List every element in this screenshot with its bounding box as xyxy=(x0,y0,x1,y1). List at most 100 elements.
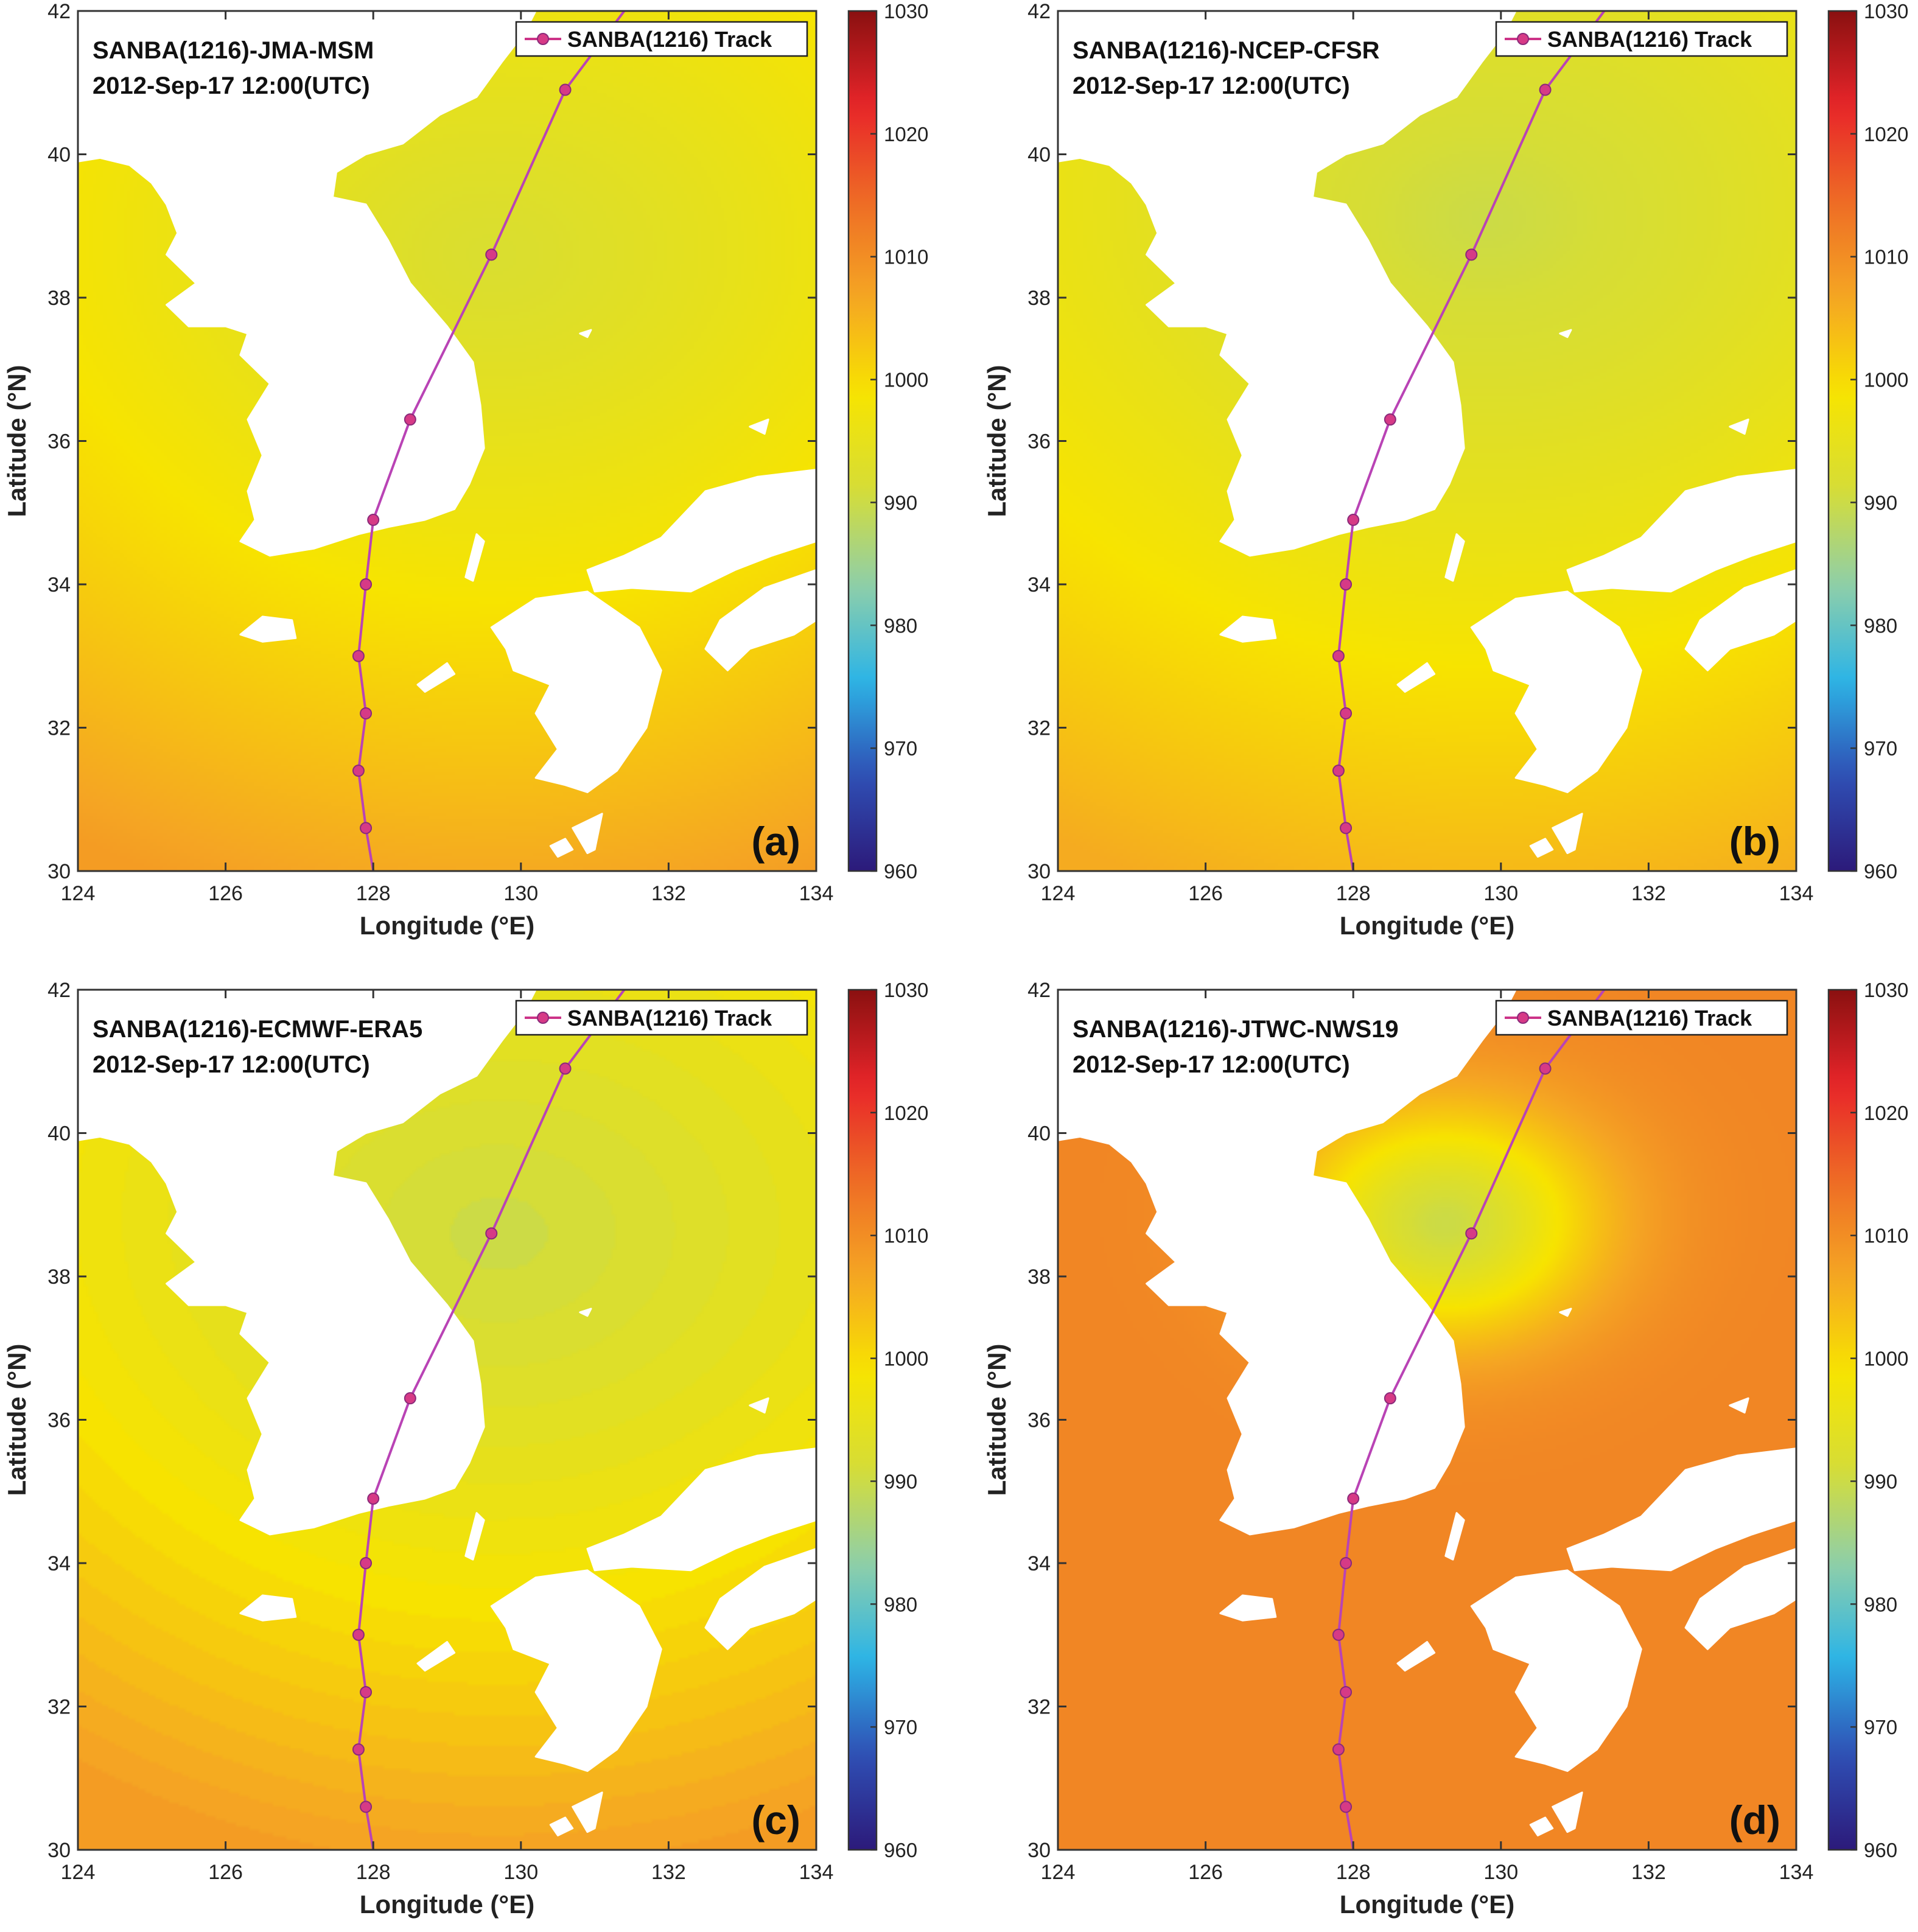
y-tick-label: 38 xyxy=(47,287,71,310)
colorbar-tick-label: 1000 xyxy=(884,1348,928,1370)
y-tick-label: 36 xyxy=(1027,430,1051,453)
track-point xyxy=(360,578,373,590)
track-point xyxy=(559,83,572,96)
x-tick-label: 130 xyxy=(1483,882,1518,905)
x-tick-label: 124 xyxy=(61,1861,96,1884)
x-tick-label: 132 xyxy=(651,882,686,905)
y-axis-label: Latitude (°N) xyxy=(2,1343,31,1496)
y-tick-label: 32 xyxy=(47,1696,71,1719)
panel-title: SANBA(1216)-JTWC-NWS19 xyxy=(1073,1016,1399,1043)
land-oki xyxy=(1729,418,1749,435)
map-panel-a: 124 126 128 130 132 134 30 32 34 36 38 40 42 Longitud… xyxy=(2,0,928,940)
x-tick-label: 124 xyxy=(61,882,96,905)
y-tick-label: 36 xyxy=(1027,1409,1051,1432)
land-layer xyxy=(1058,990,1796,1836)
colorbar-tick-label: 970 xyxy=(884,737,917,760)
land-koshiki xyxy=(572,1791,603,1833)
colorbar: 960 970 980 990 1000 1010 1020 1030 xyxy=(1827,979,1908,1861)
panel-label: (c) xyxy=(751,1797,800,1843)
track-legend: SANBA(1216) Track xyxy=(1495,21,1788,57)
x-axis-label: Longitude (°E) xyxy=(360,1890,534,1919)
colorbar-fill xyxy=(1827,10,1858,872)
track-point xyxy=(367,514,380,527)
land-shikoku xyxy=(1684,1547,1796,1650)
x-axis-label: Longitude (°E) xyxy=(1340,1890,1514,1919)
track-point xyxy=(360,707,373,719)
legend-label: SANBA(1216) Track xyxy=(567,1006,772,1031)
colorbar-tick-label: 990 xyxy=(1864,1470,1897,1493)
y-tick-label: 40 xyxy=(47,144,71,167)
land-china xyxy=(1058,11,1517,557)
track-point xyxy=(559,1062,572,1075)
land-shikoku xyxy=(704,1547,816,1650)
colorbar-tick-label: 1010 xyxy=(1864,246,1908,268)
track-point xyxy=(1347,1493,1360,1505)
legend-label: SANBA(1216) Track xyxy=(1547,27,1752,52)
panel-title: SANBA(1216)-NCEP-CFSR xyxy=(1073,37,1380,64)
land-yakushima xyxy=(1529,1816,1554,1836)
track-point xyxy=(352,1743,365,1756)
land-tsushima xyxy=(1444,533,1465,582)
land-koshiki xyxy=(1552,813,1583,855)
land-tsushima xyxy=(464,1512,485,1561)
map-panel-b: 124 126 128 130 132 134 30 32 34 36 38 40 42 Longitud… xyxy=(982,0,1908,940)
land-ulleungdo xyxy=(1559,1307,1572,1317)
land-honshu xyxy=(586,469,816,593)
y-tick-label: 38 xyxy=(1027,287,1051,310)
legend-box xyxy=(515,999,808,1036)
colorbar-tick-label: 980 xyxy=(884,1593,917,1615)
land-ulleungdo xyxy=(579,1307,592,1317)
panel-datetime: 2012-Sep-17 12:00(UTC) xyxy=(93,72,370,99)
legend-marker xyxy=(1517,33,1529,45)
map-panel-d: 124 126 128 130 132 134 30 32 34 36 38 40 42 Longitud… xyxy=(982,979,1908,1919)
colorbar-tick-label: 1020 xyxy=(1864,123,1908,145)
colorbar-tick-label: 980 xyxy=(884,614,917,637)
colorbar: 960 970 980 990 1000 1010 1020 1030 xyxy=(1827,0,1908,883)
land-ulleungdo xyxy=(1559,329,1572,338)
x-tick-label: 124 xyxy=(1041,882,1076,905)
land-shikoku xyxy=(1684,569,1796,671)
land-oki xyxy=(749,1397,769,1414)
y-tick-label: 30 xyxy=(47,1839,71,1862)
map-panel-c: 124 126 128 130 132 134 30 32 34 36 38 40 42 Longitud… xyxy=(2,979,928,1919)
track-point xyxy=(1340,707,1353,719)
panel-title: SANBA(1216)-JMA-MSM xyxy=(93,37,374,64)
track-point xyxy=(352,649,365,662)
land-koshiki xyxy=(572,813,603,855)
track-point xyxy=(1332,765,1345,777)
colorbar-tick-label: 1010 xyxy=(884,246,928,268)
track-point xyxy=(1539,83,1552,96)
x-tick-label: 126 xyxy=(208,1861,243,1884)
land-oki xyxy=(1729,1397,1749,1414)
track-point xyxy=(1465,248,1478,261)
colorbar-tick-label: 1010 xyxy=(884,1225,928,1247)
x-axis-label: Longitude (°E) xyxy=(1340,911,1514,940)
legend-marker xyxy=(537,33,549,45)
land-jeju xyxy=(1219,615,1277,643)
colorbar-tick-label: 1030 xyxy=(884,0,928,23)
x-tick-label: 132 xyxy=(1631,1861,1666,1884)
colorbar-tick-label: 970 xyxy=(1864,737,1897,760)
land-goto xyxy=(1396,1641,1436,1672)
track-point xyxy=(1332,649,1345,662)
y-tick-label: 30 xyxy=(1027,1839,1051,1862)
land-layer xyxy=(78,990,816,1836)
track-point xyxy=(404,413,416,426)
x-tick-label: 128 xyxy=(356,1861,391,1884)
panel-datetime: 2012-Sep-17 12:00(UTC) xyxy=(1073,72,1350,99)
track-point xyxy=(1465,1227,1478,1240)
y-tick-label: 38 xyxy=(1027,1265,1051,1289)
track-point xyxy=(1384,413,1396,426)
y-tick-label: 32 xyxy=(47,717,71,740)
colorbar-tick-label: 960 xyxy=(1864,860,1897,883)
x-tick-label: 126 xyxy=(1188,1861,1223,1884)
y-tick-label: 42 xyxy=(47,0,71,23)
track-point xyxy=(404,1392,416,1405)
land-tsushima xyxy=(464,533,485,582)
y-tick-label: 42 xyxy=(1027,0,1051,23)
colorbar-tick-label: 1030 xyxy=(1864,0,1908,23)
land-kyushu xyxy=(1470,590,1642,793)
land-jeju xyxy=(239,615,297,643)
y-tick-label: 34 xyxy=(47,1552,71,1575)
x-tick-label: 128 xyxy=(1336,1861,1371,1884)
